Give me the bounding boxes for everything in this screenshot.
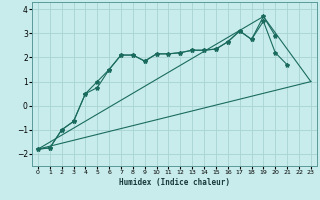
X-axis label: Humidex (Indice chaleur): Humidex (Indice chaleur) <box>119 178 230 187</box>
